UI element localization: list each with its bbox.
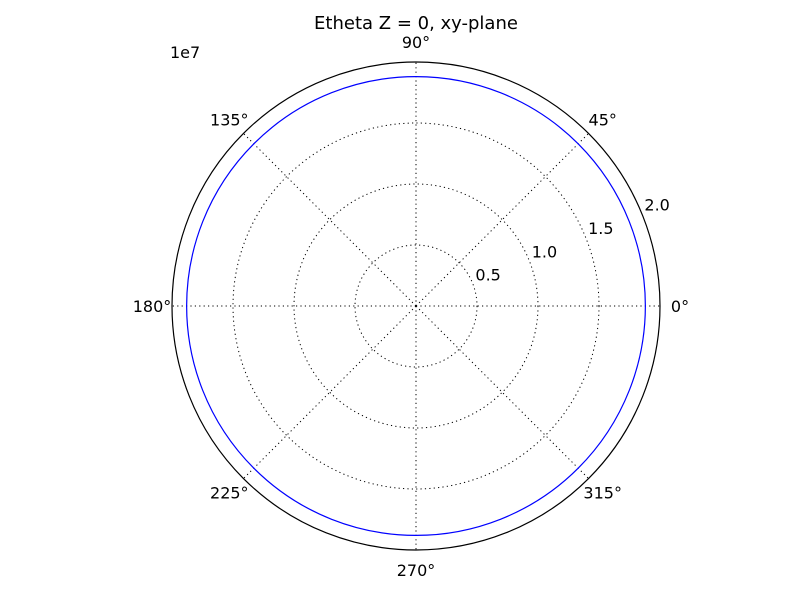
polar-frame	[171, 61, 661, 551]
angular-tick-label-0: 0°	[671, 297, 689, 316]
radial-grid-circle-1.5	[232, 122, 600, 490]
grid-layer	[172, 62, 660, 550]
radial-tick-label-1.5: 1.5	[588, 219, 613, 238]
angular-tick-label-225: 225°	[210, 484, 249, 503]
angular-grid-line-45	[415, 133, 589, 307]
radial-grid-circle-1.0	[293, 183, 539, 429]
label-layer: 0° 45° 90° 135° 180° 225° 270° 315° 0.5 1.0 1.5 2.0	[133, 33, 689, 580]
angular-grid-line-315	[415, 305, 589, 479]
angular-tick-label-90: 90°	[402, 33, 430, 52]
angular-tick-label-315: 315°	[583, 484, 622, 503]
radial-offset-text: 1e7	[170, 43, 200, 62]
angular-tick-label-270: 270°	[397, 561, 436, 580]
angular-tick-label-135: 135°	[210, 110, 249, 129]
radial-tick-label-0.5: 0.5	[475, 266, 500, 285]
angular-grid-line-135	[243, 133, 417, 307]
angular-tick-label-180: 180°	[133, 297, 172, 316]
series-layer	[186, 76, 646, 536]
radial-grid-circle-0.5	[354, 244, 478, 368]
series-line-0	[186, 76, 646, 536]
radial-tick-label-2.0: 2.0	[644, 196, 669, 215]
angular-grid-line-225	[243, 305, 417, 479]
chart-title: Etheta Z = 0, xy-plane	[314, 13, 518, 34]
frame-layer	[171, 61, 661, 551]
angular-tick-label-45: 45°	[589, 110, 617, 129]
radial-tick-label-1.0: 1.0	[532, 242, 557, 261]
